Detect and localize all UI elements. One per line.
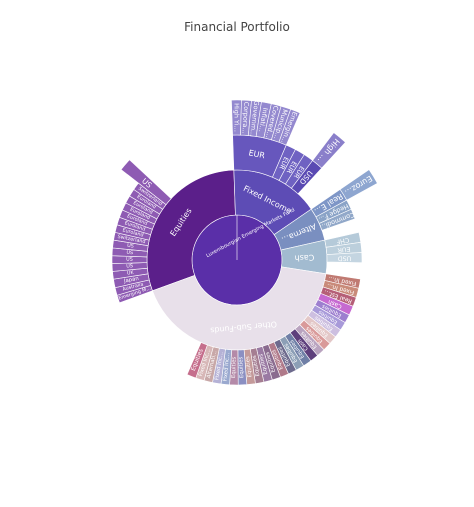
segment-eurozone-d3[interactable]	[339, 169, 378, 201]
chart-title: Financial Portfolio	[184, 20, 290, 34]
segment-equities-d2[interactable]	[186, 342, 208, 379]
segment-high-yield-bonds-d3[interactable]	[231, 99, 242, 136]
segment-root[interactable]	[191, 214, 283, 306]
segment-commodities-d2[interactable]	[318, 208, 356, 231]
segment-usd-d2[interactable]	[326, 252, 363, 264]
segment-us-d2[interactable]	[120, 159, 172, 206]
segment-high-yield-bonds-d3[interactable]	[312, 132, 346, 169]
